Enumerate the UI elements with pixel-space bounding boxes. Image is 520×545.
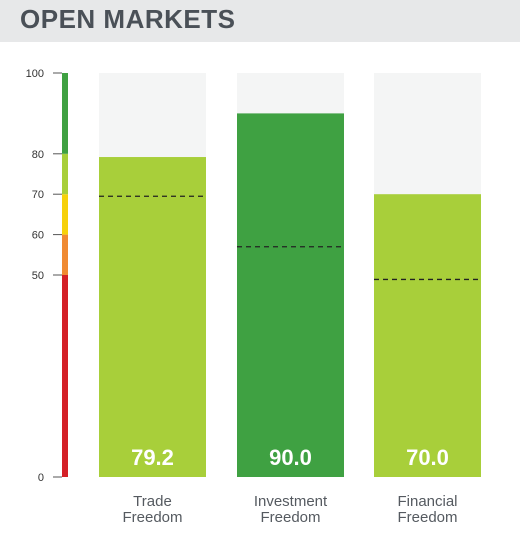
- bar-0: [99, 157, 206, 478]
- scale-band-3: [62, 153, 68, 195]
- y-tick-label-0: 0: [38, 472, 44, 484]
- scale-band-2: [62, 194, 68, 235]
- category-label-2-line2: Freedom: [397, 509, 457, 526]
- y-tick-label-80: 80: [32, 149, 44, 161]
- category-label-2-line1: Financial: [397, 493, 457, 510]
- category-label-0-line1: Trade: [133, 493, 172, 510]
- bar-1: [237, 113, 344, 478]
- category-label-0-line2: Freedom: [122, 509, 182, 526]
- scale-band-1: [62, 234, 68, 275]
- y-tick-label-70: 70: [32, 189, 44, 201]
- y-tick-label-100: 100: [26, 68, 44, 80]
- value-label-0: 79.2: [131, 445, 174, 470]
- category-label-1-line1: Investment: [254, 493, 328, 510]
- value-label-2: 70.0: [406, 445, 449, 470]
- y-tick-label-50: 50: [32, 270, 44, 282]
- value-label-1: 90.0: [269, 445, 312, 470]
- category-label-1-line2: Freedom: [260, 509, 320, 526]
- scale-band-4: [62, 73, 68, 154]
- chart-title: OPEN MARKETS: [20, 4, 236, 34]
- y-tick-label-60: 60: [32, 230, 44, 242]
- scale-band-0: [62, 275, 68, 477]
- bar-2: [374, 194, 481, 477]
- chart-header: OPEN MARKETS: [0, 0, 520, 42]
